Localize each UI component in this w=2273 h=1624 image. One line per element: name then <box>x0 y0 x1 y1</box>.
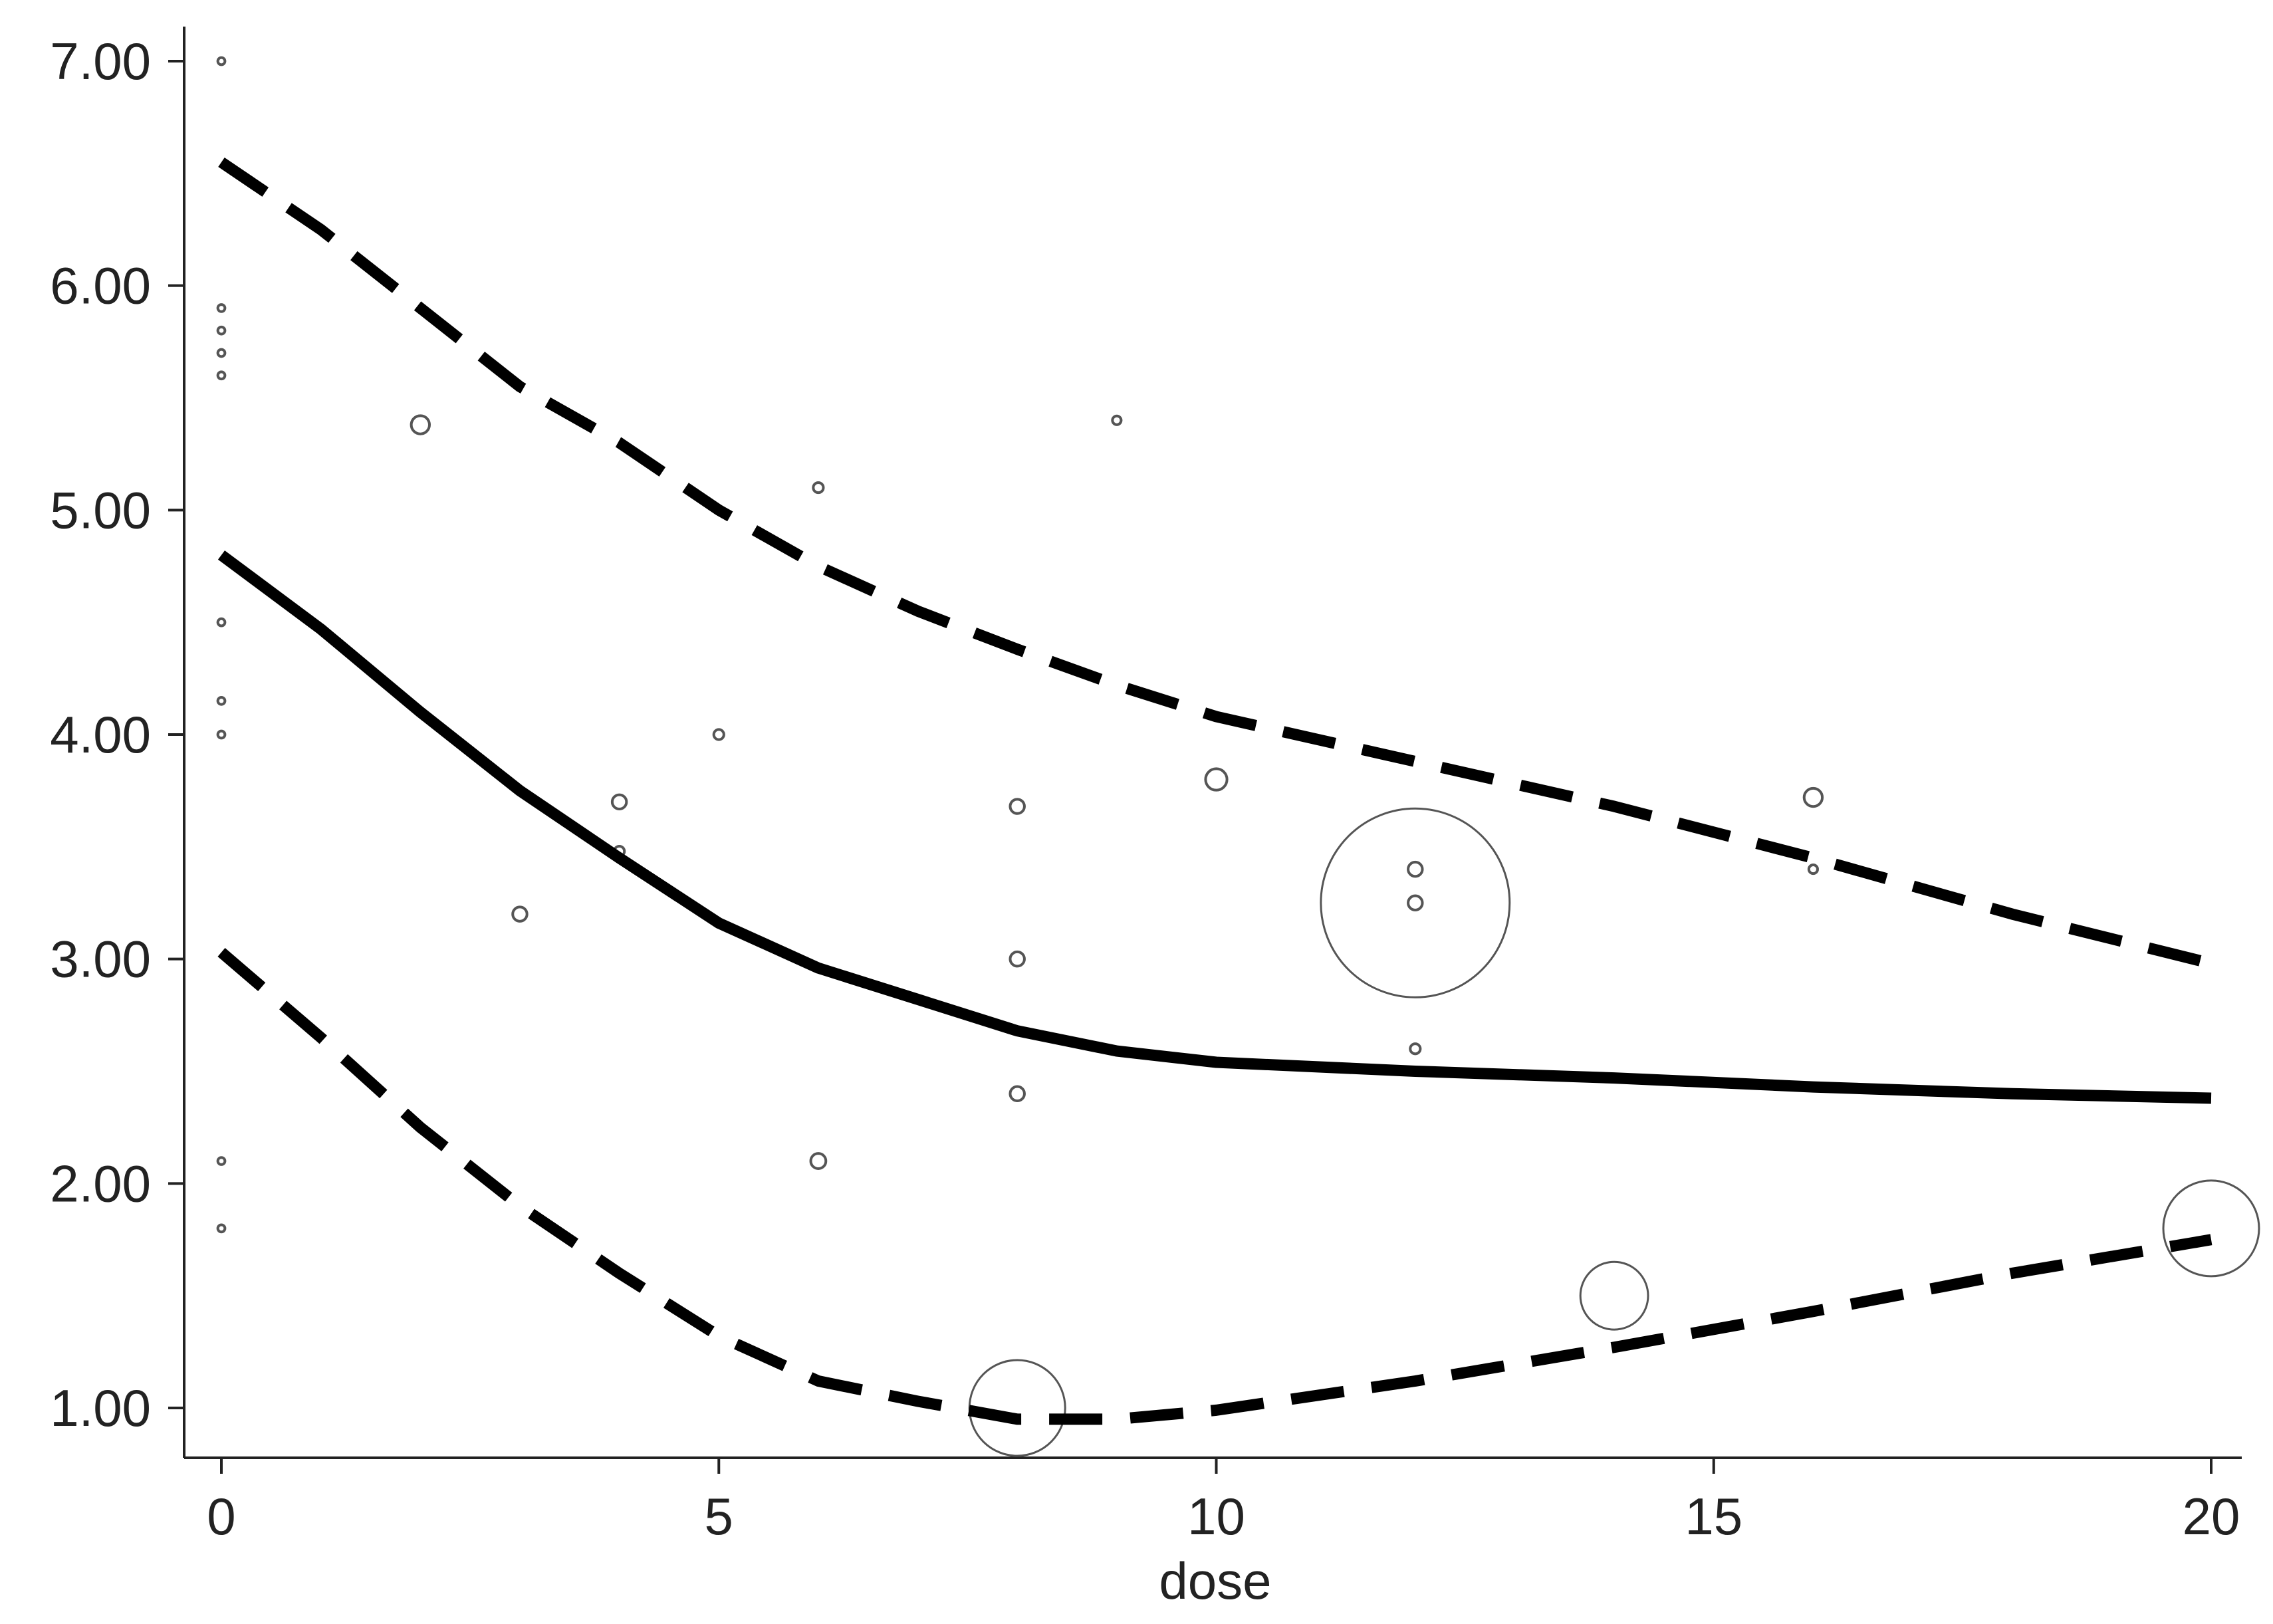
data-point <box>1407 860 1424 878</box>
data-point <box>1009 1085 1026 1102</box>
confidence-band-line <box>217 948 2213 1425</box>
data-point <box>812 481 825 495</box>
y-tick-label: 3.00 <box>50 930 151 988</box>
data-point <box>712 728 725 741</box>
data-point <box>1802 786 1824 808</box>
data-point <box>216 303 227 313</box>
x-tick-label: 0 <box>207 1487 235 1546</box>
fit-lines <box>217 157 2213 1425</box>
axes: 1.00 2.00 3.00 4.00 5.00 6.00 7.00 0 5 10 15 20 <box>50 27 2242 1546</box>
data-point <box>216 1156 227 1166</box>
data-point <box>1204 767 1229 792</box>
data-point <box>216 617 227 628</box>
data-point <box>216 325 227 336</box>
data-point <box>410 414 431 435</box>
data-point <box>1579 1260 1649 1331</box>
data-point <box>511 905 529 923</box>
x-axis-title: dose <box>1159 1552 1271 1610</box>
data-point <box>1320 807 1511 998</box>
y-tick-label: 5.00 <box>50 481 151 539</box>
x-tick-label: 15 <box>1685 1487 1742 1546</box>
data-point <box>1807 864 1819 875</box>
data-point <box>2162 1179 2260 1278</box>
data-point <box>1009 798 1026 815</box>
y-tick-label: 2.00 <box>50 1154 151 1213</box>
data-point <box>1409 1042 1422 1056</box>
data-point <box>1407 894 1424 911</box>
data-point <box>1009 950 1026 968</box>
data-point <box>216 370 227 381</box>
y-tick-label: 4.00 <box>50 705 151 764</box>
data-point <box>1111 414 1123 426</box>
fitted-line <box>217 550 2212 1104</box>
y-tick-label: 1.00 <box>50 1379 151 1437</box>
x-tick-label: 20 <box>2183 1487 2240 1546</box>
confidence-band-line <box>218 157 2213 969</box>
data-point <box>610 793 628 811</box>
y-tick-label: 6.00 <box>50 257 151 315</box>
data-point <box>216 348 227 358</box>
x-tick-label: 5 <box>705 1487 733 1546</box>
x-tick-label: 10 <box>1187 1487 1245 1546</box>
y-tick-label: 7.00 <box>50 32 151 90</box>
data-point <box>216 695 227 706</box>
data-point <box>216 729 227 740</box>
data-point <box>216 56 227 66</box>
data-point <box>216 1223 227 1234</box>
data-point <box>809 1152 828 1170</box>
